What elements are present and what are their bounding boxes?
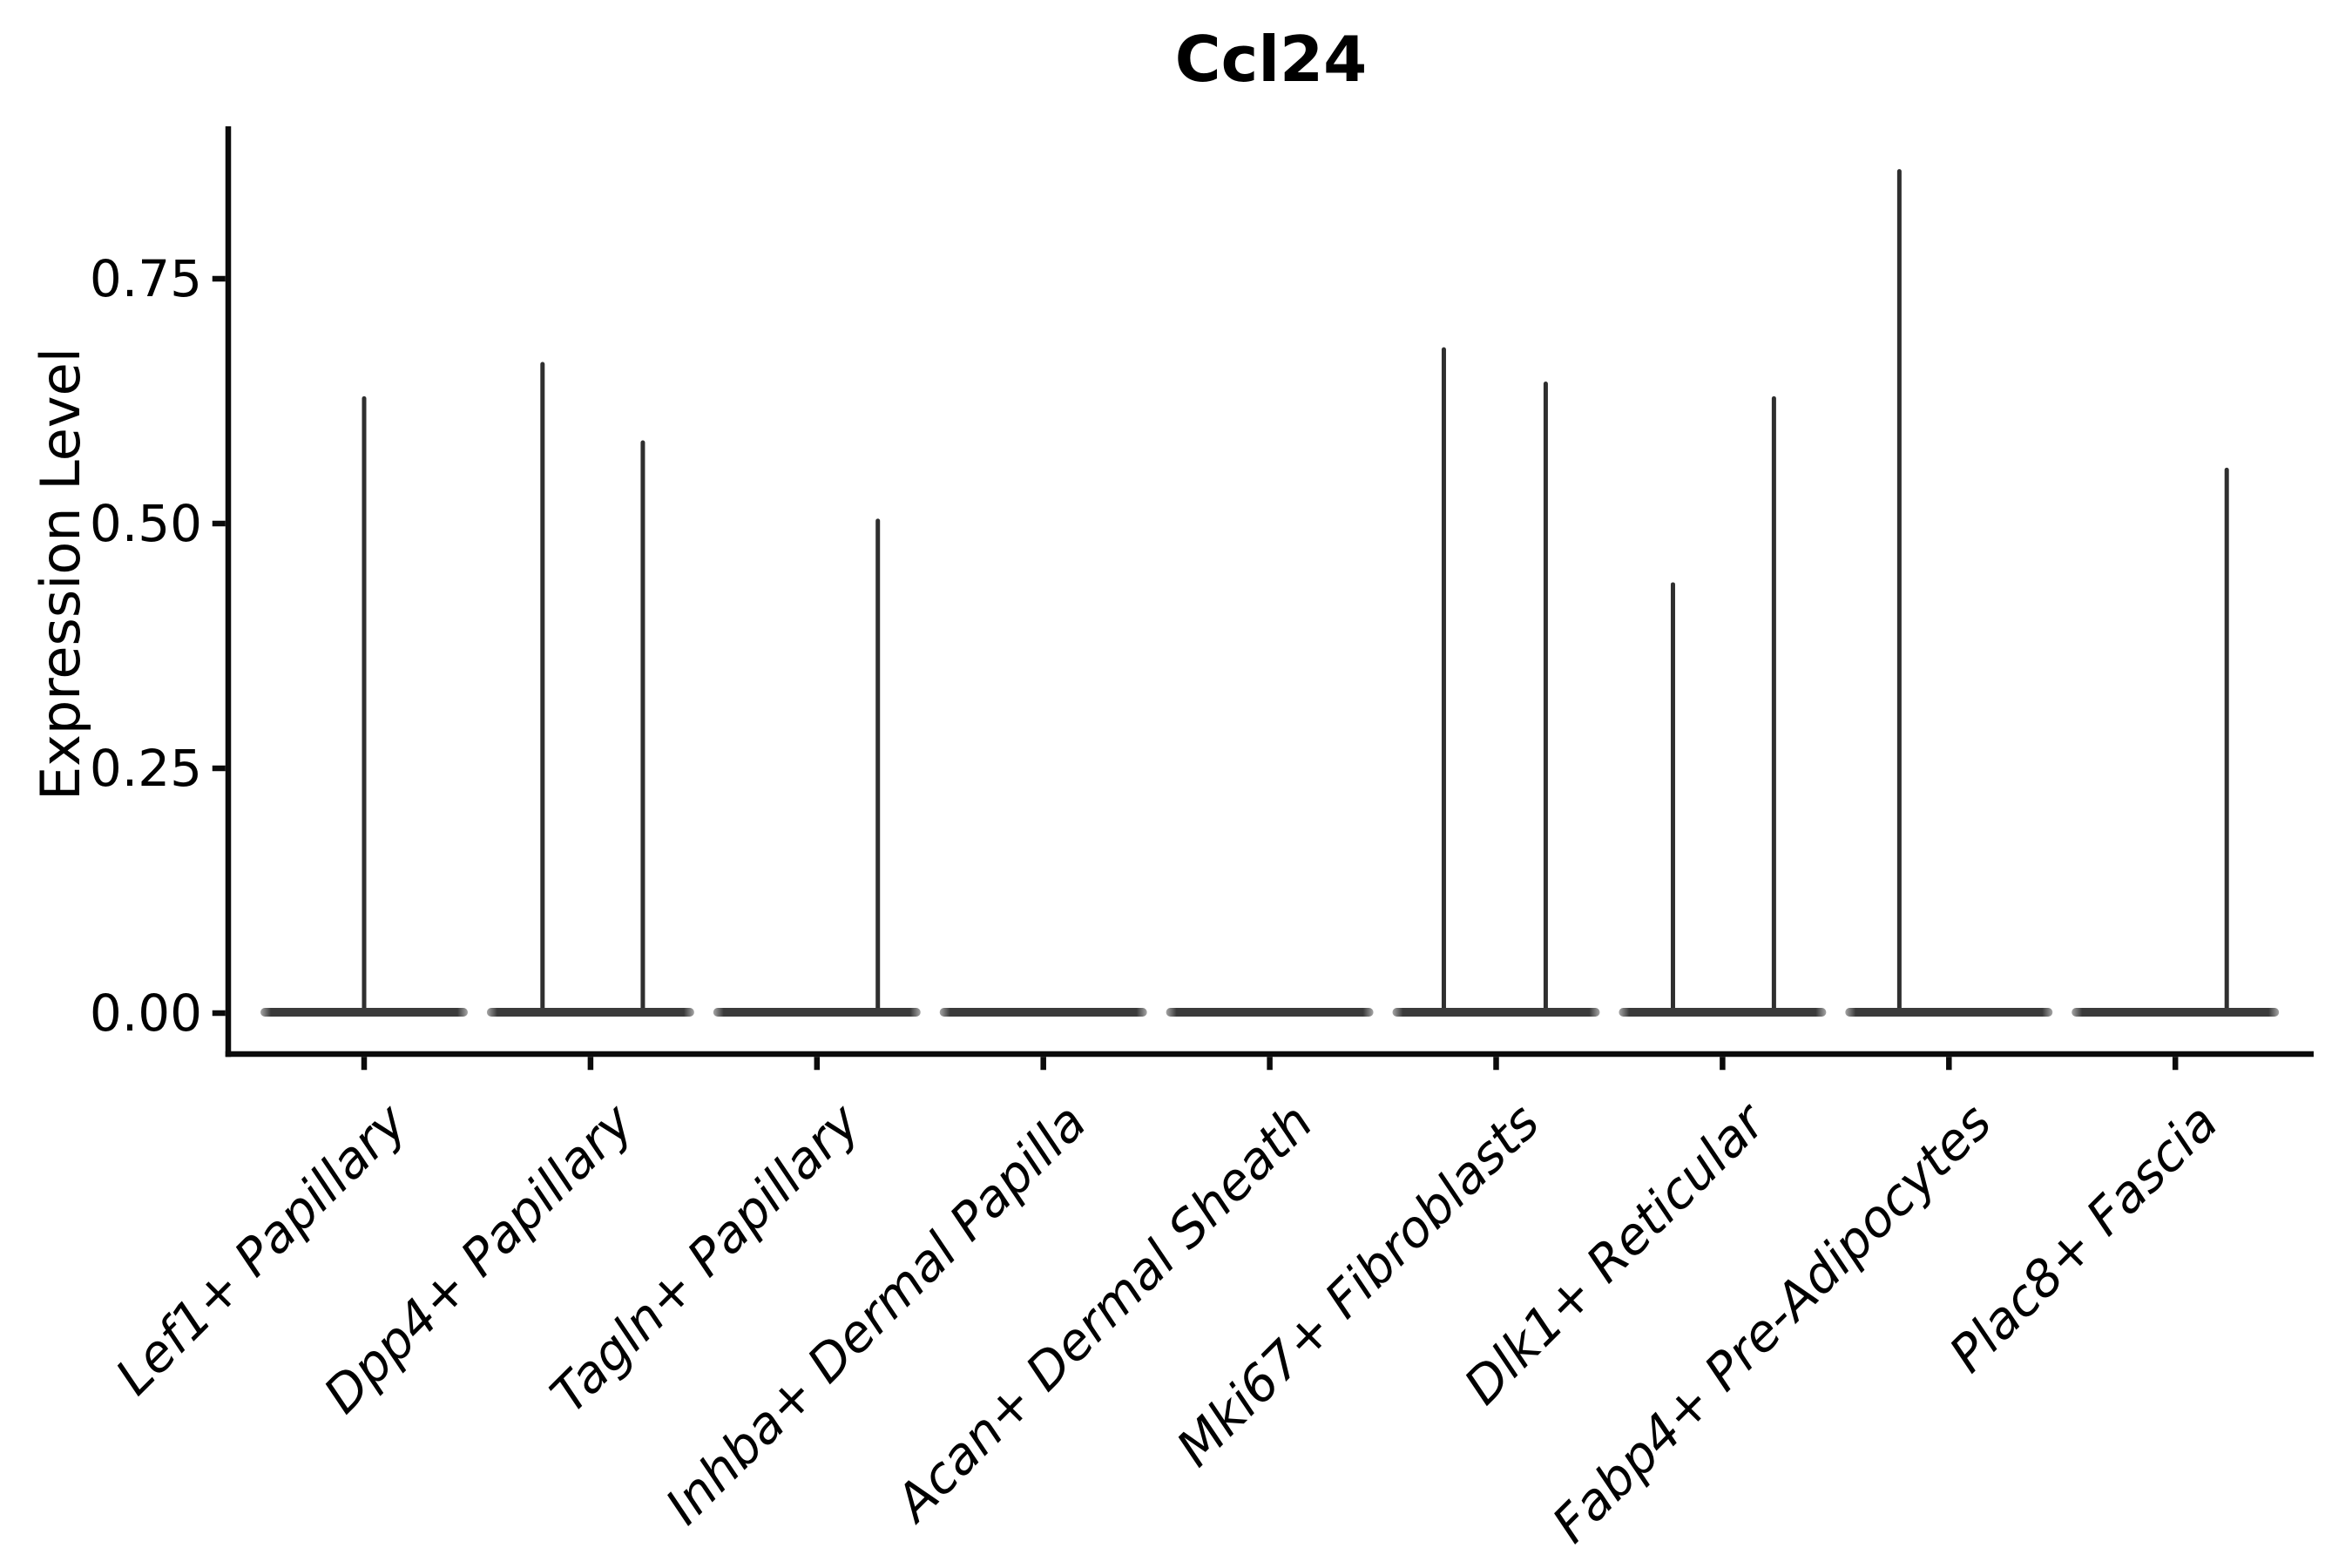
y-tick-mark bbox=[212, 1010, 226, 1017]
x-axis-line bbox=[225, 1051, 2314, 1058]
expression-spike bbox=[1543, 382, 1548, 1016]
expression-spike bbox=[2224, 467, 2229, 1016]
violin-body bbox=[939, 1008, 1147, 1017]
y-tick-mark bbox=[212, 275, 226, 282]
x-tick-mark bbox=[1267, 1057, 1273, 1071]
x-tick-mark bbox=[1493, 1057, 1499, 1071]
violin-body bbox=[486, 1008, 694, 1017]
expression-spike bbox=[540, 362, 545, 1016]
expression-spike bbox=[1441, 347, 1446, 1016]
expression-spike bbox=[640, 440, 645, 1017]
expression-spike bbox=[1670, 582, 1675, 1016]
violin-body bbox=[1619, 1008, 1827, 1017]
y-tick-label: 0.25 bbox=[89, 739, 202, 798]
expression-spike bbox=[875, 518, 881, 1016]
y-tick-label: 0.50 bbox=[89, 494, 202, 553]
y-tick-label: 0.75 bbox=[89, 249, 202, 308]
x-tick-mark bbox=[814, 1057, 821, 1071]
chart-title: Ccl24 bbox=[1174, 23, 1368, 96]
expression-spike bbox=[1771, 395, 1776, 1016]
violin-body bbox=[1845, 1008, 2053, 1017]
violin-body bbox=[1392, 1008, 1600, 1017]
y-axis-line bbox=[225, 126, 232, 1058]
violin-body bbox=[2072, 1008, 2280, 1017]
x-tick-mark bbox=[1720, 1057, 1726, 1071]
y-tick-mark bbox=[212, 765, 226, 772]
y-tick-mark bbox=[212, 520, 226, 527]
x-tick-mark bbox=[361, 1057, 368, 1071]
y-tick-label: 0.00 bbox=[89, 983, 202, 1043]
violin-body bbox=[713, 1008, 921, 1017]
x-tick-mark bbox=[1946, 1057, 1952, 1071]
violin-body bbox=[1166, 1008, 1374, 1017]
expression-spike bbox=[362, 395, 367, 1016]
x-tick-mark bbox=[587, 1057, 594, 1071]
y-axis-title: Expression Level bbox=[29, 348, 92, 801]
violin-body bbox=[260, 1008, 468, 1017]
x-tick-mark bbox=[1040, 1057, 1046, 1071]
expression-spike bbox=[1896, 169, 1902, 1016]
x-tick-mark bbox=[2172, 1057, 2179, 1071]
